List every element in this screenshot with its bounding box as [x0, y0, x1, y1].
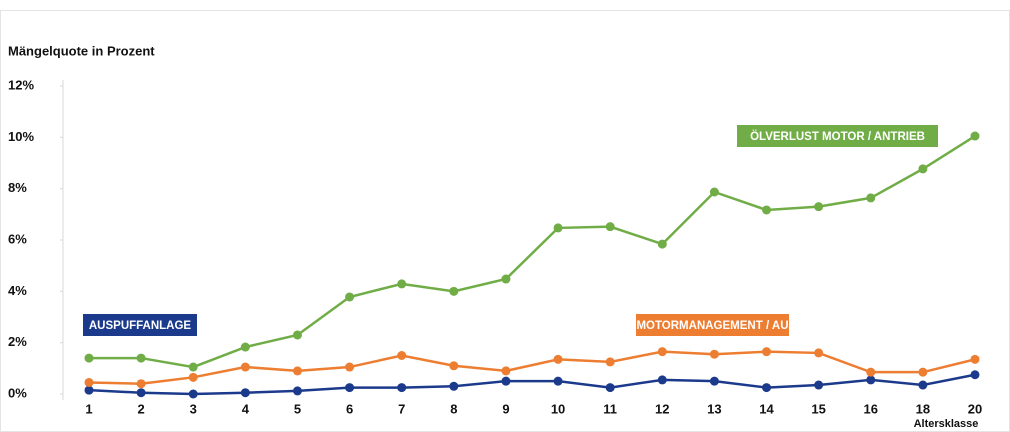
legend-box: [83, 314, 197, 336]
x-tick-label: 8: [450, 401, 457, 416]
legend-box: [636, 314, 789, 336]
data-point: [553, 223, 563, 233]
x-axis-label: Altersklasse: [914, 418, 979, 430]
data-point: [866, 193, 876, 203]
x-tick-label: 16: [864, 401, 878, 416]
data-point: [397, 351, 407, 360]
data-point: [345, 292, 355, 302]
x-tick-label: 6: [346, 401, 353, 416]
x-tick-label: 4: [242, 401, 250, 416]
x-tick-label: 3: [190, 401, 197, 416]
data-point: [553, 376, 563, 386]
x-tick-label: 20: [968, 401, 982, 416]
data-point: [657, 375, 667, 385]
data-point: [709, 187, 719, 197]
series-line: [89, 134, 976, 369]
x-tick-label: 5: [294, 401, 301, 416]
data-point: [397, 383, 407, 393]
data-point: [762, 383, 772, 393]
data-point: [605, 222, 615, 232]
y-tick-label: 6%: [8, 231, 27, 246]
data-point: [762, 347, 772, 357]
y-tick-label: 4%: [8, 283, 27, 298]
x-tick-label: 18: [916, 401, 930, 416]
chart-title: Mängelquote in Prozent: [8, 43, 155, 58]
x-tick-label: 13: [707, 401, 721, 416]
data-point: [970, 354, 980, 364]
data-point: [605, 383, 615, 393]
data-point: [762, 205, 772, 215]
data-point: [866, 375, 876, 385]
legend-label: MOTORMANAGEMENT / AU: [636, 320, 788, 332]
data-point: [501, 274, 511, 284]
x-tick-label: 14: [759, 401, 774, 416]
x-tick-label: 12: [655, 401, 669, 416]
data-point: [970, 370, 980, 380]
x-tick-label: 9: [502, 401, 509, 416]
y-tick-label: 10%: [8, 129, 34, 144]
data-point: [345, 383, 355, 393]
data-point: [84, 377, 94, 387]
data-point: [918, 380, 928, 390]
data-point: [84, 353, 94, 363]
series-line: [88, 350, 976, 385]
x-tick-label: 1: [85, 401, 92, 416]
data-point: [657, 347, 667, 357]
data-point: [709, 376, 719, 386]
data-point: [188, 389, 198, 399]
data-point: [814, 348, 824, 358]
data-point: [814, 202, 824, 212]
series-line: [88, 373, 976, 396]
x-tick-label: 2: [138, 401, 145, 416]
data-point: [501, 366, 511, 376]
data-point: [240, 342, 250, 352]
data-point: [345, 362, 355, 372]
y-tick-label: 2%: [8, 334, 27, 349]
data-point: [657, 239, 667, 249]
data-point: [240, 362, 250, 372]
data-point: [188, 362, 198, 372]
data-point: [136, 379, 146, 389]
legend-label: AUSPUFFANLAGE: [89, 320, 192, 332]
data-point: [449, 381, 459, 391]
y-tick-label: 0%: [8, 385, 27, 400]
data-point: [449, 286, 459, 296]
data-point: [918, 367, 928, 377]
x-tick-label: 10: [551, 401, 565, 416]
data-point: [866, 367, 876, 377]
data-point: [240, 388, 250, 398]
data-point: [136, 388, 146, 398]
data-point: [814, 380, 824, 390]
data-point: [188, 372, 198, 382]
data-point: [501, 376, 511, 386]
data-point: [449, 361, 459, 371]
data-point: [397, 279, 407, 289]
data-point: [918, 164, 928, 174]
data-point: [553, 354, 563, 364]
data-point: [292, 330, 302, 340]
x-tick-label: 15: [811, 401, 825, 416]
legend-label: ÖLVERLUST MOTOR / ANTRIEB: [750, 130, 925, 143]
x-tick-label: 11: [603, 401, 617, 416]
data-point: [292, 386, 302, 396]
x-tick-label: 7: [398, 401, 405, 416]
y-tick-label: 12%: [8, 77, 34, 92]
y-tick-label: 8%: [8, 180, 27, 195]
legend-box: [737, 125, 938, 147]
data-point: [709, 349, 719, 359]
data-point: [605, 357, 615, 367]
data-point: [84, 385, 94, 395]
data-point: [970, 131, 980, 141]
data-point: [292, 366, 302, 376]
data-point: [136, 353, 146, 363]
